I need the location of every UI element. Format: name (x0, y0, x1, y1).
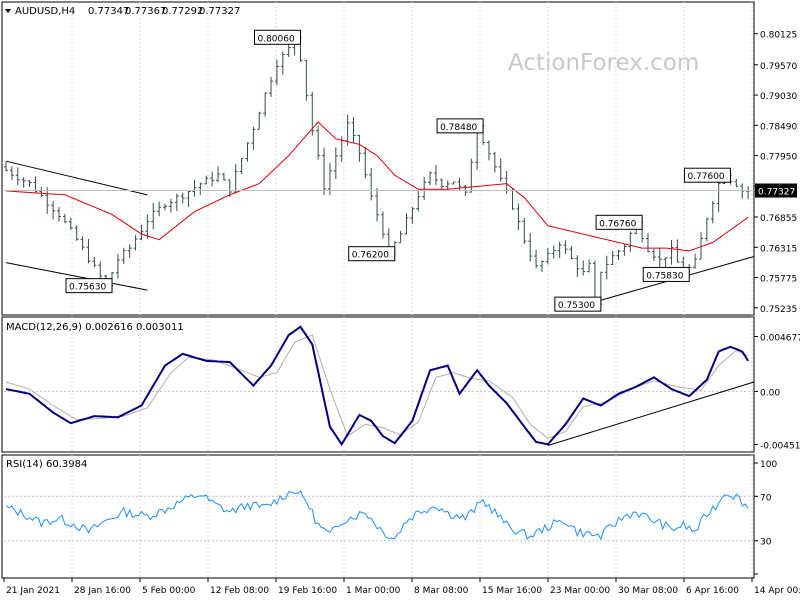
x-axis-label: 15 Mar 16:00 (482, 586, 542, 596)
x-axis-label: 6 Apr 16:00 (686, 586, 739, 596)
x-axis-label: 30 Mar 08:00 (618, 586, 678, 596)
trendline (5, 262, 148, 291)
price-axis-label: 0.76315 (760, 244, 797, 254)
macd-label: MACD(12,26,9) 0.002616 0.003011 (6, 322, 184, 333)
price-axis-label: 0.77950 (760, 153, 797, 163)
price-axis-label: 0.76855 (760, 214, 797, 224)
axis-layer: 21 Jan 2021 28 Jan 16:00 5 Feb 00:00 12 Feb… (3, 31, 800, 596)
x-axis-label: 21 Jan 2021 (6, 586, 60, 596)
x-axis-label: 23 Mar 00:00 (550, 586, 610, 596)
x-axis-label: 1 Mar 00:00 (346, 586, 401, 596)
price-annotation-label: 0.75830 (646, 271, 683, 281)
rsi-axis-label: 100 (760, 460, 777, 470)
macd-main-line (5, 325, 749, 447)
price-annotation-label: 0.75300 (558, 301, 595, 311)
watermark: ActionForex.com (508, 50, 699, 76)
x-axis-label: 8 Mar 08:00 (414, 586, 469, 596)
price-annotation-label: 0.76760 (599, 219, 636, 229)
price-annotation-label: 0.75630 (69, 283, 106, 293)
price-annotation-label: 0.78480 (440, 123, 477, 133)
price-annotation-label: 0.77600 (687, 172, 724, 182)
rsi-axis-label: 70 (760, 493, 772, 503)
macd-axis-label: 0.00 (760, 388, 780, 398)
ohlc-high: 0.77367 (125, 6, 166, 17)
moving-average-line (5, 121, 749, 252)
macd-panel (1, 316, 755, 453)
macd-trendline (547, 381, 755, 446)
rsi-panel (1, 454, 755, 579)
price-axis-label: 0.80125 (760, 31, 797, 41)
x-axis-label: 14 Apr 00:00 (754, 586, 800, 596)
price-panel (1, 1, 755, 316)
x-axis-label: 5 Feb 00:00 (142, 586, 196, 596)
price-axis-label: 0.78490 (760, 122, 797, 132)
trendline (5, 160, 148, 196)
price-axis-label: 0.79570 (760, 62, 797, 72)
macd-axis-label: -0.004519 (760, 442, 800, 452)
current-price-box (755, 183, 797, 198)
x-axis-label: 12 Feb 08:00 (210, 586, 269, 596)
x-axis-label: 28 Jan 16:00 (74, 586, 131, 596)
rsi-label: RSI(14) 60.3984 (6, 459, 87, 470)
ohlc-open: 0.77347 (88, 6, 129, 17)
symbol-label: AUDUSD,H4 (15, 6, 75, 17)
dropdown-arrow-icon[interactable] (5, 9, 11, 13)
rsi-axis-label: 30 (760, 538, 772, 548)
x-axis-label: 19 Feb 16:00 (278, 586, 337, 596)
ohlc-low: 0.77292 (162, 6, 203, 17)
price-axis-label: 0.79030 (760, 92, 797, 102)
price-axis-label: 0.75235 (760, 305, 797, 315)
price-annotation-label: 0.80060 (257, 34, 294, 44)
current-price-label: 0.77327 (758, 188, 795, 198)
price-annotation-label: 0.76200 (352, 251, 389, 261)
macd-axis-label: 0.004677 (760, 333, 800, 343)
plot-layer: 0.80060 0.75630 0.78480 0.76200 0.75300 0.767… (4, 2, 755, 578)
ohlc-close: 0.77327 (199, 6, 240, 17)
price-axis-label: 0.75775 (760, 275, 797, 285)
rsi-line (5, 490, 749, 541)
